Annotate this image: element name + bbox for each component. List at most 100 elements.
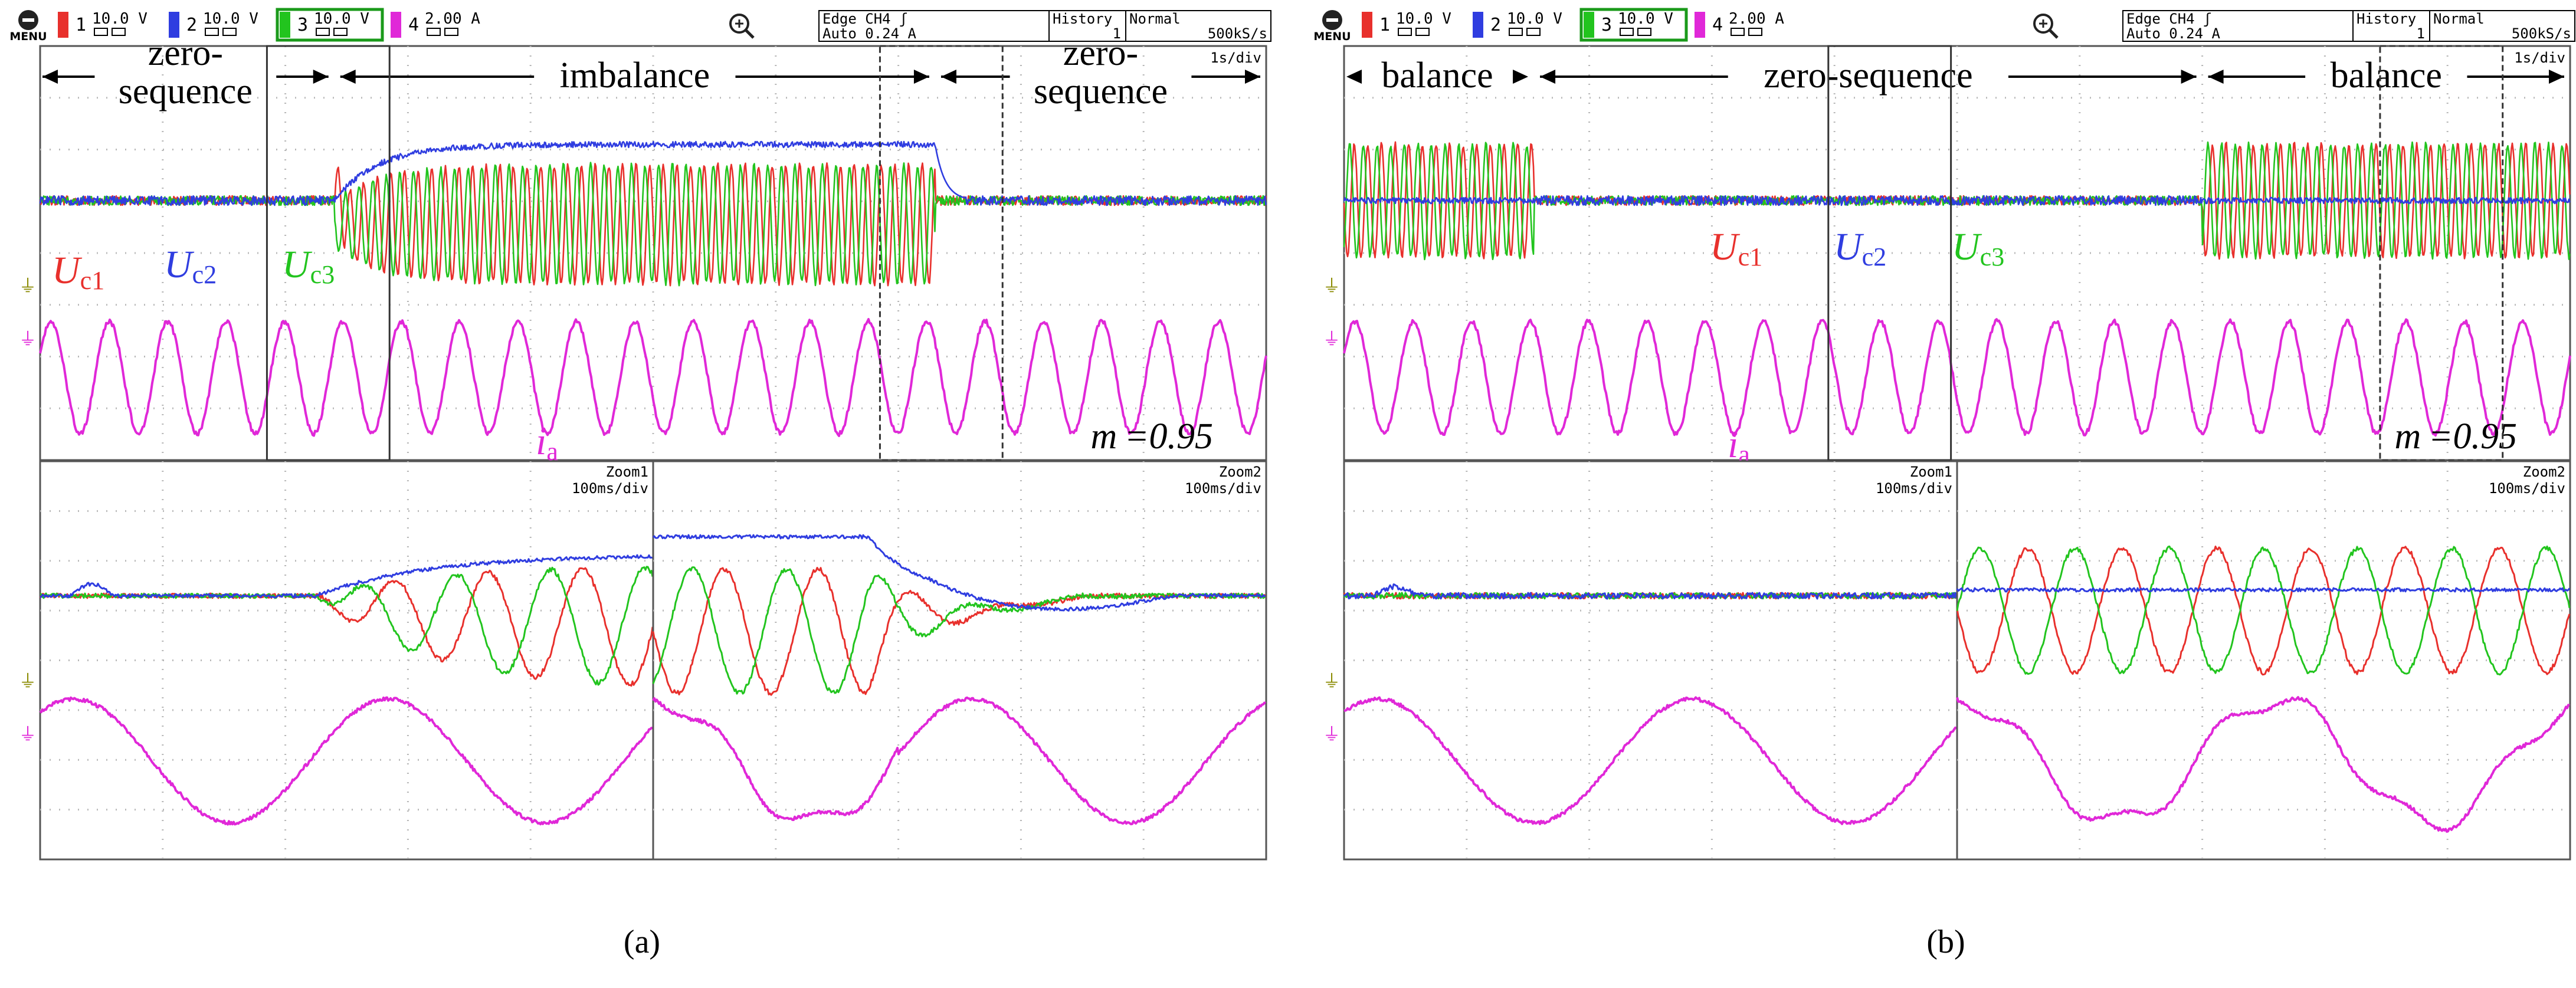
channel-number: 1 <box>76 15 86 35</box>
mode-label: zero-sequence <box>1764 55 1973 96</box>
mode-segment-2: zero-sequence <box>940 33 1260 111</box>
grid <box>1344 461 1957 859</box>
channel-2-indicator[interactable]: 2 10.0 V <box>169 10 258 38</box>
channel-4-indicator[interactable]: 4 2.00 A <box>1695 10 1784 38</box>
menu-icon-bar <box>1326 18 1338 22</box>
zoom-name: Zoom2 <box>1219 464 1261 480</box>
oscilloscope-panel-a: MENU 1 10.0 V 2 10.0 V 3 10.0 V 4 2.00 A Edge CH4… <box>9 8 1271 960</box>
zoom-magnifier-icon[interactable] <box>2033 14 2059 39</box>
arrow-head-right <box>1245 70 1260 84</box>
channel-level-markers: ⏚⏚ <box>1323 276 1341 350</box>
zoom-current-marker-icon: ⏚ <box>19 724 37 745</box>
main-timebase: 1s/div <box>1210 50 1261 66</box>
series-label-uc3: Uc3 <box>1952 225 2004 271</box>
channel-scale: 2.00 A <box>425 10 480 28</box>
ground-marker-icon: ⏚ <box>1323 276 1341 297</box>
trigger-level: Auto 0.24 A <box>822 25 916 42</box>
arrow-head-right <box>913 70 929 84</box>
arrow-head-right <box>313 70 329 84</box>
channel-number: 3 <box>297 15 308 35</box>
zoom-timebase: 100ms/div <box>2489 480 2565 497</box>
arrow-head-left <box>1346 70 1362 84</box>
zoom-plot-frame <box>1956 460 2571 861</box>
channel-color-swatch <box>1584 12 1594 38</box>
channel-level-markers: ⏚⏚ <box>19 276 37 350</box>
sample-rate: 500kS/s <box>2512 25 2571 42</box>
mode-segment-0: balance <box>1346 55 1529 96</box>
panel-label: (b) <box>1926 924 1965 960</box>
probe-icon <box>1637 28 1651 36</box>
grid <box>653 461 1266 859</box>
zoom-current-ia-trace <box>1343 696 1958 825</box>
channel-number: 2 <box>186 15 197 35</box>
history-value: 1 <box>2417 25 2425 42</box>
zoom-window-2[interactable] <box>2379 45 2504 461</box>
zoom-window-1[interactable] <box>266 45 391 461</box>
scope-header: MENU 1 10.0 V 2 10.0 V 3 10.0 V 4 2.00 A Edge CH4… <box>1313 8 2575 43</box>
channel-number: 1 <box>1379 15 1390 35</box>
active-channel-frame <box>276 8 384 42</box>
channel-color-swatch <box>169 12 179 38</box>
menu-label[interactable]: MENU <box>9 30 47 43</box>
modulation-index-annotation: m =0.95 <box>2394 416 2517 457</box>
zoom-name: Zoom1 <box>1910 464 1952 480</box>
acquisition-mode[interactable]: Normal 500kS/s <box>2429 10 2575 42</box>
zoom-current-ia-trace <box>652 696 1266 826</box>
acquisition-mode-label: Normal <box>1129 11 1181 27</box>
mode-label: imbalance <box>559 55 710 96</box>
sample-rate: 500kS/s <box>1208 25 1267 42</box>
arrow-head-right <box>1513 70 1529 84</box>
acquisition-mode[interactable]: Normal 500kS/s <box>1125 10 1271 42</box>
mode-label: zero-sequence <box>119 33 253 111</box>
grid <box>1957 461 2570 859</box>
channel-color-swatch <box>280 12 290 38</box>
channel-1-indicator[interactable]: 1 10.0 V <box>58 10 148 38</box>
menu-icon-bar <box>22 18 34 22</box>
voltage-uc2-trace <box>39 140 1267 206</box>
scope-header: MENU 1 10.0 V 2 10.0 V 3 10.0 V 4 2.00 A Edge CH4… <box>9 8 1271 43</box>
channel-2-indicator[interactable]: 2 10.0 V <box>1473 10 1562 38</box>
series-label-uc1: Uc1 <box>1710 225 1762 271</box>
zoom-plot-frame <box>39 460 654 861</box>
trigger-type: Edge CH4 ʃ <box>822 11 908 27</box>
channel-scale: 10.0 V <box>92 10 148 28</box>
arrow-head-left <box>940 70 956 84</box>
zoom-uc2-trace <box>40 554 653 599</box>
mode-segment-1: zero-sequence <box>1540 55 2197 96</box>
main-waveform-window: 1s/div⏚⏚zero-sequence imbalancezero-seque… <box>19 33 1267 466</box>
channel-color-swatch <box>58 12 68 38</box>
series-label-uc2: Uc2 <box>164 243 217 289</box>
zoom-ground-marker-icon: ⏚ <box>1323 671 1341 692</box>
probe-icon <box>444 28 458 36</box>
zoom-magnifier-icon[interactable] <box>729 14 755 39</box>
arrow-head-left <box>340 70 356 84</box>
menu-label[interactable]: MENU <box>1313 30 1351 43</box>
channel-3-indicator[interactable]: 3 10.0 V <box>1579 8 1688 42</box>
channel-1-indicator[interactable]: 1 10.0 V <box>1362 10 1451 38</box>
channel-3-indicator[interactable]: 3 10.0 V <box>276 8 384 42</box>
zoom-timebase: 100ms/div <box>1185 480 1261 497</box>
current-marker-icon: ⏚ <box>1323 329 1341 350</box>
operating-mode-annotations: zero-sequence imbalance zero-sequence <box>42 33 1260 111</box>
channel-4-indicator[interactable]: 4 2.00 A <box>391 10 480 38</box>
zoom-window-1[interactable] <box>1827 45 1952 461</box>
channel-number: 4 <box>408 15 419 35</box>
arrow-head-right <box>2181 70 2197 84</box>
zoom-uc3-trace <box>652 566 1267 695</box>
arrow-head-left <box>1540 70 1556 84</box>
channel-scale: 10.0 V <box>1396 10 1451 28</box>
zoom-timebase: 100ms/div <box>572 480 648 497</box>
coupling-icon <box>1620 28 1634 36</box>
channel-color-swatch <box>1473 12 1483 38</box>
coupling-icon <box>1731 28 1745 36</box>
probe-icon <box>112 28 126 36</box>
coupling-icon <box>205 28 219 36</box>
coupling-icon <box>94 28 108 36</box>
zoom-window-2[interactable] <box>879 45 1004 461</box>
